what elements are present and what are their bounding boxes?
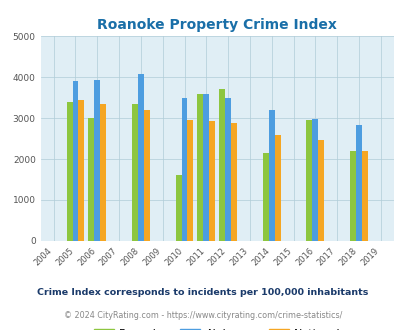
Bar — [318, 140, 323, 241]
Bar — [100, 104, 106, 241]
Bar — [175, 176, 181, 241]
Bar — [88, 118, 94, 241]
Bar — [66, 102, 72, 241]
Title: Roanoke Property Crime Index: Roanoke Property Crime Index — [97, 18, 336, 32]
Bar — [138, 74, 143, 241]
Text: © 2024 CityRating.com - https://www.cityrating.com/crime-statistics/: © 2024 CityRating.com - https://www.city… — [64, 311, 341, 320]
Bar — [143, 110, 149, 241]
Bar — [306, 120, 311, 241]
Bar — [197, 94, 203, 241]
Bar — [355, 125, 361, 241]
Bar — [225, 98, 230, 241]
Bar — [361, 151, 367, 241]
Bar — [311, 119, 318, 241]
Bar — [262, 153, 268, 241]
Bar — [94, 80, 100, 241]
Bar — [219, 89, 225, 241]
Bar — [230, 123, 237, 241]
Legend: Roanoke, Alabama, National: Roanoke, Alabama, National — [89, 324, 344, 330]
Bar — [72, 81, 78, 241]
Bar — [274, 135, 280, 241]
Bar — [349, 151, 355, 241]
Bar — [78, 100, 84, 241]
Bar — [203, 94, 209, 241]
Bar — [268, 110, 274, 241]
Text: Crime Index corresponds to incidents per 100,000 inhabitants: Crime Index corresponds to incidents per… — [37, 287, 368, 297]
Bar — [209, 121, 215, 241]
Bar — [181, 98, 187, 241]
Bar — [187, 120, 193, 241]
Bar — [132, 104, 138, 241]
